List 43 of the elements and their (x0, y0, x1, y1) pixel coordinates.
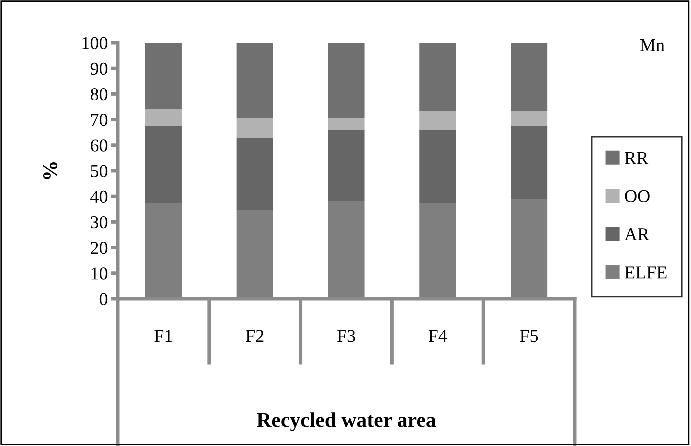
bar (420, 130, 456, 204)
legend-label: ELFE (625, 266, 667, 279)
bar (420, 203, 456, 299)
legend-label: OO (625, 190, 650, 202)
bar (328, 130, 365, 202)
bar (236, 43, 274, 118)
bar (420, 43, 456, 112)
text: Mn (640, 40, 665, 52)
bar (420, 111, 456, 131)
legend-label: RR (625, 152, 649, 164)
x-tick-label: F4 (428, 330, 448, 342)
y-tick-label: 20 (91, 242, 108, 254)
x-axis-title: Recycled water area (256, 412, 436, 432)
bar (328, 201, 365, 299)
bar (145, 203, 182, 299)
bar (328, 118, 365, 131)
y-tick-label: 0 (100, 293, 108, 306)
y-tick-label: 90 (90, 62, 108, 76)
legend-label: AR (624, 228, 650, 240)
y-tick-label: 80 (90, 88, 108, 101)
y-tick-label: 40 (90, 190, 108, 204)
bar (145, 43, 182, 110)
bar (328, 43, 365, 118)
y-tick-label: 100 (82, 37, 108, 50)
bar (511, 111, 548, 126)
x-tick-label: F2 (246, 330, 264, 342)
y-tick-label: 50 (91, 165, 108, 178)
y-tick-label: 70 (91, 114, 108, 126)
y-axis-title: % (43, 162, 58, 180)
y-tick-label: 30 (91, 216, 108, 229)
bar (236, 210, 274, 299)
bar (236, 138, 274, 210)
x-tick-label: F3 (337, 330, 356, 342)
y-tick-label: 60 (91, 140, 108, 152)
bar (145, 109, 182, 126)
bar (236, 118, 274, 138)
bar (511, 43, 548, 112)
bar (145, 126, 182, 204)
y-tick-label: 10 (92, 268, 108, 280)
bar (511, 199, 548, 299)
x-tick-label: F1 (154, 330, 172, 342)
x-tick-label: F5 (520, 330, 538, 342)
bar (511, 126, 548, 200)
